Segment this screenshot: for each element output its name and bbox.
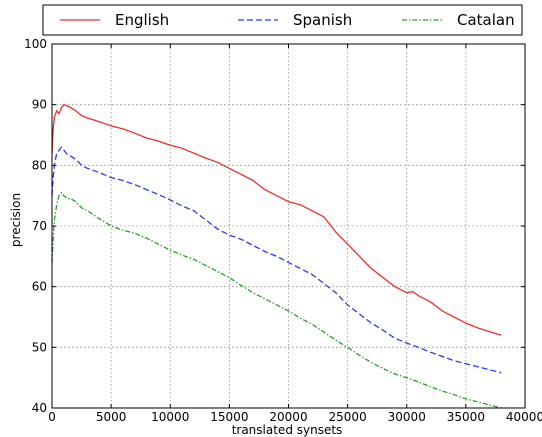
y-tick-label: 100 [24, 37, 47, 51]
y-tick-label: 60 [32, 280, 47, 294]
x-tick-label: 5000 [96, 410, 127, 424]
y-tick-label: 50 [32, 340, 47, 354]
legend-label-catalan: Catalan [457, 11, 515, 29]
y-tick-label: 70 [32, 219, 47, 233]
gridlines [52, 44, 525, 408]
axis-ticks [51, 43, 526, 409]
x-axis-title: translated synsets [232, 423, 343, 437]
x-tick-label: 0 [48, 410, 56, 424]
y-tick-label: 90 [32, 98, 47, 112]
legend-label-spanish: Spanish [293, 11, 352, 29]
x-tick-label: 10000 [151, 410, 189, 424]
x-tick-label: 30000 [388, 410, 426, 424]
x-tick-label: 25000 [329, 410, 367, 424]
series-line-spanish [51, 146, 502, 374]
x-tick-label: 40000 [506, 410, 542, 424]
legend-label-english: English [115, 11, 169, 29]
series-line-english [51, 104, 502, 336]
y-tick-label: 40 [32, 401, 47, 415]
x-tick-label: 20000 [269, 410, 307, 424]
x-tick-label: 15000 [210, 410, 248, 424]
y-axis-title: precision [9, 193, 23, 247]
series-line-catalan [51, 191, 502, 409]
legend: English Spanish Catalan [42, 4, 523, 36]
tick-labels: 0 5000 10000 15000 20000 25000 30000 35000 40000… [24, 37, 542, 424]
y-tick-label: 80 [32, 158, 47, 172]
legend-frame [42, 4, 523, 36]
x-tick-label: 35000 [447, 410, 485, 424]
series-lines [51, 104, 502, 409]
